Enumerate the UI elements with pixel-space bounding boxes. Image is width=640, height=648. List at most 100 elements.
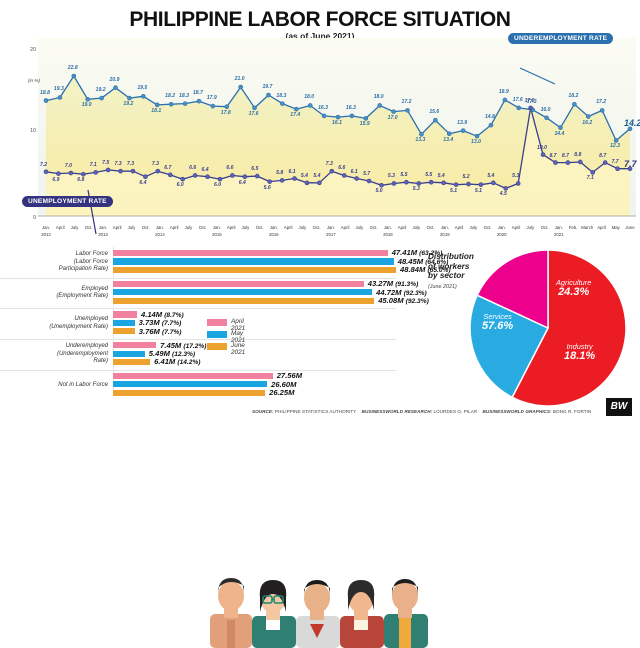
unemployment-value-10: 6.7 <box>164 165 171 171</box>
x-tick-month-20: Jan. <box>327 225 335 230</box>
unemployment-value-16: 6.4 <box>239 180 246 186</box>
x-tick-month-12: Jan. <box>213 225 221 230</box>
unemployment-value-0: 7.2 <box>40 162 47 168</box>
underemployment-value-30: 13.9 <box>457 120 467 126</box>
x-tick-month-8: Jan. <box>156 225 164 230</box>
pie-chart-subtitle: (June 2021) <box>428 284 457 290</box>
x-tick-month-3: Oct. <box>85 225 93 230</box>
underemployment-value-4: 19.2 <box>96 87 106 93</box>
bar-value-4-2: 26.25M <box>269 388 294 397</box>
person-2 <box>252 580 296 648</box>
unemployment-value-17: 6.5 <box>251 166 258 172</box>
x-tick-month-31: Oct. <box>484 225 492 230</box>
bar-chart-section: Labor Force(Labor ForceParticipation Rat… <box>0 246 400 394</box>
x-tick-month-36: Jan. <box>555 225 563 230</box>
unemployment-value-18: 5.6 <box>264 185 271 191</box>
underemployment-value-27: 13.3 <box>415 137 425 143</box>
underemployment-value-38: 18.2 <box>568 93 578 99</box>
underemployment-value-19: 18.0 <box>304 94 314 100</box>
x-tick-month-7: Oct. <box>142 225 150 230</box>
underemployment-value-20: 16.3 <box>318 105 328 111</box>
unemployment-value-25: 6.1 <box>351 169 358 175</box>
y-axis-unit: (in %) <box>28 78 40 83</box>
underemployment-value-12: 17.9 <box>207 95 217 101</box>
underemployment-value-25: 17.0 <box>388 115 398 121</box>
x-tick-month-17: April <box>284 225 293 230</box>
unemployment-value-45: 8.7 <box>599 153 606 159</box>
unemployment-value-33: 5.1 <box>450 188 457 194</box>
underemployment-value-15: 17.6 <box>249 111 259 117</box>
x-tick-year-2020: 2020 <box>497 232 507 237</box>
bar-group-separator <box>0 308 396 309</box>
bar-3-2[interactable] <box>113 359 150 365</box>
x-tick-month-33: April <box>512 225 521 230</box>
x-tick-year-2019: 2019 <box>440 232 450 237</box>
underemployment-value-2: 22.8 <box>68 65 78 71</box>
line-chart: (in %) <box>0 38 640 243</box>
underemployment-value-21: 16.1 <box>332 120 342 126</box>
x-tick-month-34: July <box>526 225 534 230</box>
page-title: PHILIPPINE LABOR FORCE SITUATION <box>0 8 640 32</box>
unemployment-value-27: 5.0 <box>375 188 382 194</box>
underemployment-value-23: 15.9 <box>360 121 370 127</box>
bar-0-2[interactable] <box>113 267 396 273</box>
bar-1-2[interactable] <box>113 298 374 304</box>
x-tick-month-9: April <box>170 225 179 230</box>
bar-group-label: Unemployed(Unemployment Rate) <box>2 316 108 331</box>
x-tick-year-2015: 2015 <box>212 232 222 237</box>
x-tick-month-14: July <box>242 225 250 230</box>
bar-3-1[interactable] <box>113 351 145 357</box>
bar-value-3-2: 6.41M (14.2%) <box>154 357 200 366</box>
underemployment-value-24: 18.0 <box>374 94 384 100</box>
pie-label-services-value: 57.6% <box>482 320 513 332</box>
pie-label-services: Services 57.6% <box>482 312 513 332</box>
bar-4-2[interactable] <box>113 390 265 396</box>
x-tick-month-39: April <box>597 225 606 230</box>
x-tick-year-2018: 2018 <box>383 232 393 237</box>
x-tick-month-28: Jan. <box>441 225 449 230</box>
bar-1-0[interactable] <box>113 281 364 287</box>
pie-label-industry-value: 18.1% <box>564 350 595 362</box>
bar-2-0[interactable] <box>113 311 137 317</box>
unemployment-value-38: 5.3 <box>512 173 519 179</box>
unemployment-value-47: 7.7 <box>624 159 637 169</box>
unemployment-value-23: 7.3 <box>326 161 333 167</box>
unemployment-value-28: 5.3 <box>388 173 395 179</box>
x-tick-year-2013: 2013 <box>98 232 108 237</box>
x-tick-month-32: Jan. <box>498 225 506 230</box>
x-tick-month-15: Oct. <box>256 225 264 230</box>
unemployment-value-41: 8.7 <box>549 153 556 159</box>
infographic-page: PHILIPPINE LABOR FORCE SITUATION (as of … <box>0 0 640 422</box>
underemployment-value-31: 13.0 <box>471 139 481 145</box>
unemployment-value-2: 7.0 <box>65 163 72 169</box>
x-tick-month-41: June <box>625 225 634 230</box>
bar-2-2[interactable] <box>113 328 135 334</box>
x-tick-year-2016: 2016 <box>269 232 279 237</box>
underemployment-value-5: 20.9 <box>110 77 120 83</box>
bar-4-0[interactable] <box>113 373 273 379</box>
bar-0-0[interactable] <box>113 250 388 256</box>
y-tick-0: 0 <box>33 215 36 221</box>
x-tick-month-19: Oct. <box>313 225 321 230</box>
bar-2-1[interactable] <box>113 320 135 326</box>
x-tick-month-0: Jan. <box>42 225 50 230</box>
x-tick-year-2017: 2017 <box>326 232 336 237</box>
person-1 <box>210 578 252 648</box>
unemployment-value-37: 4.5 <box>500 191 507 197</box>
bar-group-label: Employed(Employment Rate) <box>2 286 108 301</box>
bar-0-1[interactable] <box>113 258 394 264</box>
person-5 <box>384 579 428 648</box>
unemployment-value-15: 6.6 <box>226 165 233 171</box>
unemployment-value-22: 5.4 <box>313 173 320 179</box>
unemployment-value-11: 6.0 <box>177 182 184 188</box>
bar-4-1[interactable] <box>113 381 267 387</box>
bar-3-0[interactable] <box>113 342 156 348</box>
unemployment-value-21: 5.4 <box>301 173 308 179</box>
pie-label-agriculture: Agriculture 24.3% <box>556 278 591 298</box>
x-tick-month-13: April <box>227 225 236 230</box>
bar-1-1[interactable] <box>113 289 372 295</box>
graphics-label: BUSINESSWORLD GRAPHICS: <box>483 409 552 414</box>
bar-group-label: Underemployed(UnderemploymentRate) <box>2 343 108 366</box>
x-tick-year-2021: 2021 <box>554 232 564 237</box>
bar-value-2-2: 3.76M (7.7%) <box>139 327 182 336</box>
